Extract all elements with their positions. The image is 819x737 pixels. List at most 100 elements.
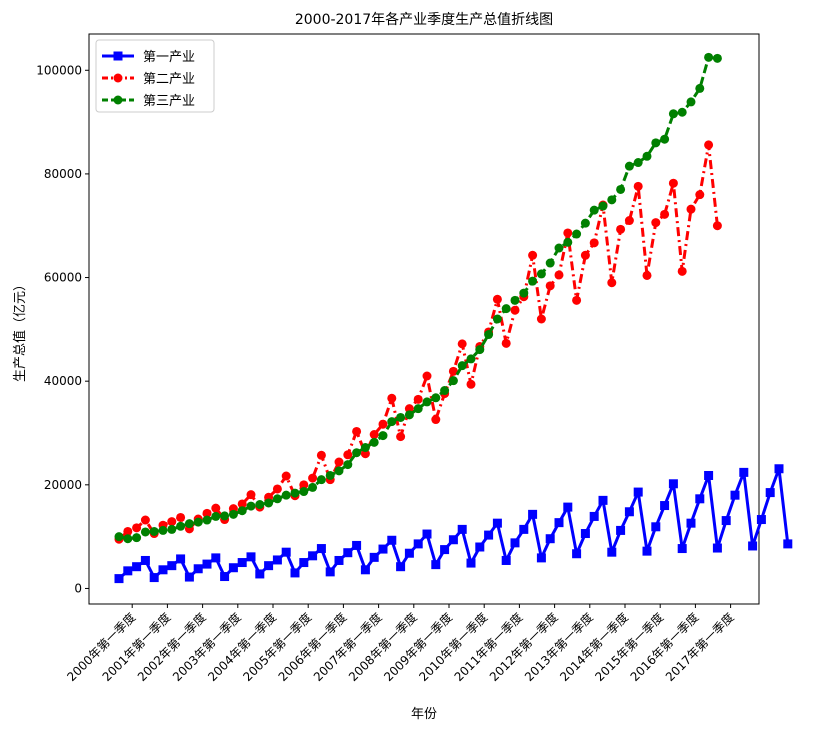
data-point bbox=[589, 238, 599, 248]
data-point bbox=[334, 466, 344, 476]
data-point bbox=[211, 511, 221, 521]
x-axis-label: 年份 bbox=[411, 707, 437, 722]
data-point bbox=[616, 525, 626, 535]
y-tick-label: 20000 bbox=[44, 478, 82, 492]
data-point bbox=[378, 544, 388, 554]
legend-marker bbox=[113, 95, 123, 105]
data-point bbox=[334, 457, 344, 467]
data-point bbox=[149, 573, 159, 583]
data-point bbox=[255, 569, 265, 579]
data-point bbox=[431, 560, 441, 570]
data-point bbox=[123, 566, 133, 576]
data-point bbox=[607, 547, 617, 557]
data-point bbox=[510, 538, 520, 548]
data-point bbox=[572, 549, 582, 559]
data-point bbox=[211, 553, 221, 563]
data-point bbox=[598, 495, 608, 505]
data-point bbox=[413, 404, 423, 414]
data-point bbox=[651, 218, 661, 228]
series-line bbox=[118, 55, 718, 541]
data-point bbox=[783, 539, 793, 549]
data-point bbox=[580, 250, 590, 260]
data-point bbox=[369, 552, 379, 562]
data-point bbox=[220, 511, 230, 521]
data-point bbox=[765, 488, 775, 498]
data-point bbox=[176, 521, 186, 531]
data-point bbox=[563, 237, 573, 247]
data-point bbox=[325, 470, 335, 480]
data-point bbox=[686, 204, 696, 214]
data-point bbox=[651, 522, 661, 532]
data-point bbox=[704, 470, 714, 480]
data-point bbox=[413, 539, 423, 549]
data-point bbox=[396, 412, 406, 422]
data-point bbox=[624, 507, 634, 517]
data-point bbox=[299, 558, 309, 568]
data-point bbox=[281, 471, 291, 481]
data-point bbox=[668, 109, 678, 119]
data-point bbox=[352, 448, 362, 458]
y-axis-label: 生产总值（亿元） bbox=[12, 278, 28, 382]
data-point bbox=[466, 558, 476, 568]
data-point bbox=[413, 394, 423, 404]
data-point bbox=[211, 503, 221, 513]
data-point bbox=[686, 518, 696, 528]
legend-label: 第三产业 bbox=[143, 94, 195, 109]
data-point bbox=[616, 224, 626, 234]
data-point bbox=[448, 535, 458, 545]
data-point bbox=[492, 294, 502, 304]
data-point bbox=[642, 151, 652, 161]
data-point bbox=[668, 178, 678, 188]
data-point bbox=[255, 500, 265, 510]
data-point bbox=[554, 270, 564, 280]
data-point bbox=[712, 53, 722, 63]
data-point bbox=[184, 572, 194, 582]
data-point bbox=[519, 524, 529, 534]
data-point bbox=[466, 379, 476, 389]
data-point bbox=[668, 479, 678, 489]
data-point bbox=[712, 221, 722, 231]
data-point bbox=[510, 295, 520, 305]
legend-box bbox=[95, 39, 215, 113]
data-point bbox=[228, 563, 238, 573]
data-point bbox=[589, 511, 599, 521]
data-point bbox=[651, 138, 661, 148]
data-point bbox=[114, 574, 124, 584]
y-tick-label: 0 bbox=[74, 581, 82, 595]
data-point bbox=[360, 449, 370, 459]
data-point bbox=[220, 572, 230, 582]
data-point bbox=[528, 509, 538, 519]
data-point bbox=[440, 545, 450, 555]
data-point bbox=[316, 475, 326, 485]
data-point bbox=[149, 526, 159, 536]
data-point bbox=[440, 386, 450, 396]
y-tick-label: 60000 bbox=[44, 271, 82, 285]
data-point bbox=[545, 281, 555, 291]
data-point bbox=[677, 107, 687, 117]
series-line bbox=[118, 143, 719, 541]
data-point bbox=[695, 83, 705, 93]
data-point bbox=[677, 266, 687, 276]
data-point bbox=[299, 487, 309, 497]
data-point bbox=[492, 518, 502, 528]
data-point bbox=[554, 518, 564, 528]
data-point bbox=[334, 555, 344, 565]
data-point bbox=[281, 490, 291, 500]
data-point bbox=[369, 430, 379, 440]
data-point bbox=[176, 554, 186, 564]
data-point bbox=[184, 519, 194, 529]
data-point bbox=[290, 488, 300, 498]
data-point bbox=[343, 460, 353, 470]
y-tick-label: 100000 bbox=[36, 63, 82, 77]
data-point bbox=[536, 269, 546, 279]
data-point bbox=[281, 547, 291, 557]
data-point bbox=[721, 516, 731, 526]
data-point bbox=[308, 482, 318, 492]
y-tick-label: 80000 bbox=[44, 167, 82, 181]
data-point bbox=[510, 305, 520, 315]
data-point bbox=[492, 314, 502, 324]
data-point bbox=[545, 534, 555, 544]
data-point bbox=[264, 561, 274, 571]
data-point bbox=[193, 564, 203, 574]
